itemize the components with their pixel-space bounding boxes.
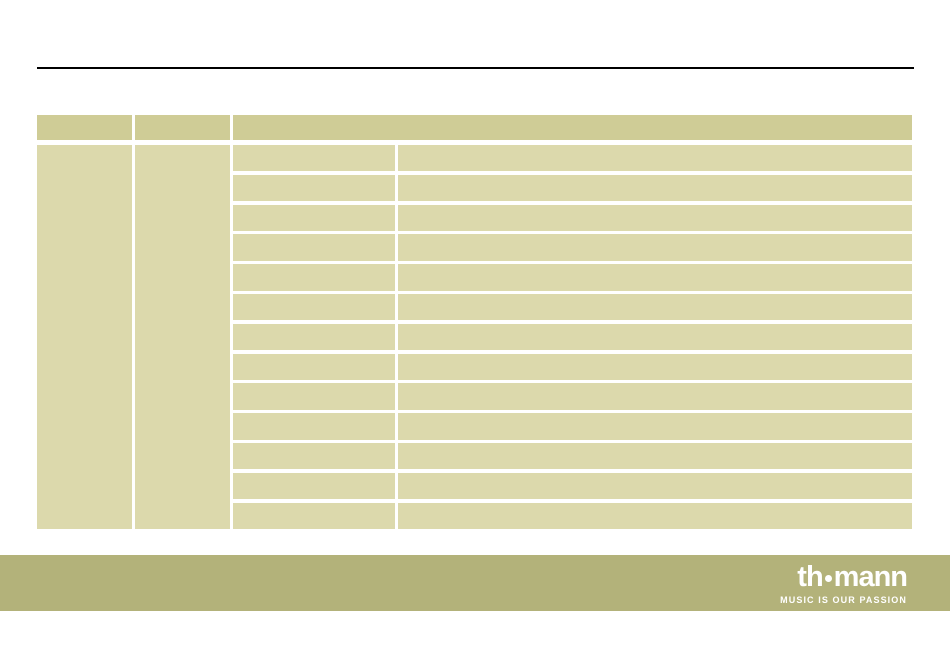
spec-label-cell [233,264,395,291]
spec-label-cell [233,442,395,470]
spec-value-cell [398,293,912,321]
table-header-row [37,115,912,140]
table-header-cell-2 [135,115,230,140]
spec-row [233,174,912,202]
logo-text-mann: mann [833,561,908,593]
table-header-cell-1 [37,115,132,140]
spec-value-cell [398,472,912,500]
spec-row [233,145,912,172]
spec-row [233,264,912,291]
spec-row [233,204,912,231]
table-body [37,145,912,529]
spec-label-cell [233,353,395,380]
spec-row [233,234,912,261]
spec-value-cell [398,502,912,529]
spec-label-cell [233,472,395,500]
spec-value-cell [398,383,912,410]
thomann-wordmark: th mann [780,561,908,593]
spec-row [233,293,912,321]
spec-row [233,472,912,500]
spec-value-cell [398,442,912,470]
spec-label-cell [233,234,395,261]
table-merged-cell-1 [37,145,132,529]
spec-row [233,323,912,351]
spec-value-cell [398,234,912,261]
table-merged-cell-2 [135,145,230,529]
spec-value-cell [398,413,912,440]
spec-label-cell [233,145,395,172]
spec-row [233,353,912,380]
spec-row [233,413,912,440]
spec-label-cell [233,323,395,351]
spec-row [233,502,912,529]
spec-label-cell [233,413,395,440]
spec-value-cell [398,204,912,231]
logo-text-th: th [797,561,823,593]
spec-label-cell [233,174,395,202]
spec-row [233,383,912,410]
spec-value-cell [398,264,912,291]
thomann-logo: th mann MUSIC IS OUR PASSION [780,561,908,606]
spec-table [37,115,912,529]
spec-label-cell [233,383,395,410]
table-header-cell-3 [233,115,912,140]
spec-row [233,442,912,470]
spec-label-cell [233,293,395,321]
spec-value-cell [398,145,912,172]
spec-value-cell [398,174,912,202]
spec-label-cell [233,204,395,231]
spec-value-cell [398,323,912,351]
header-rule [37,67,914,69]
logo-dot-icon [824,575,832,582]
footer-band: th mann MUSIC IS OUR PASSION [0,555,950,611]
spec-label-cell [233,502,395,529]
logo-tagline: MUSIC IS OUR PASSION [780,595,907,605]
spec-value-cell [398,353,912,380]
spec-rows [233,145,912,529]
